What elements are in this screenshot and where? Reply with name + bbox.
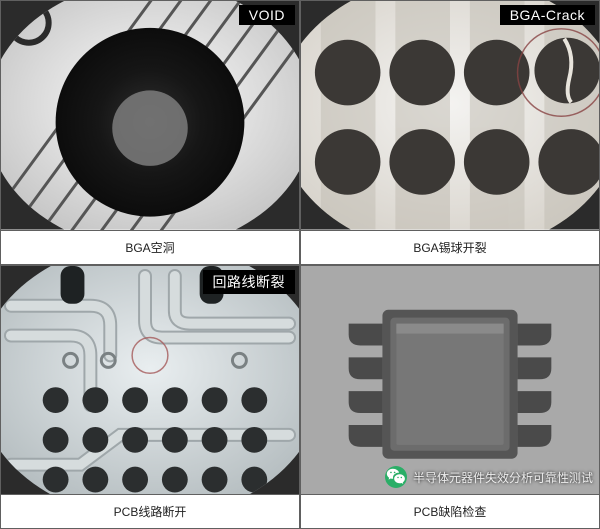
image-tag-pcb-break: 回路线断裂	[203, 270, 296, 294]
image-tag-bga-crack: BGA-Crack	[500, 5, 595, 25]
image-tag-void: VOID	[239, 5, 295, 25]
image-ic-package: 半导体元器件失效分析可靠性测试	[301, 266, 599, 495]
image-void: VOID	[1, 1, 299, 230]
image-pcb-break: 回路线断裂	[1, 266, 299, 495]
caption-bga-crack: BGA锡球开裂	[301, 230, 599, 264]
caption-pcb-break: PCB线路断开	[1, 494, 299, 528]
image-grid: VOID BGA空洞	[0, 0, 600, 529]
grid-cell-pcb-break: 回路线断裂 PCB线路断开	[0, 265, 300, 529]
grid-cell-ic-package: 半导体元器件失效分析可靠性测试 PCB缺陷检查	[300, 265, 600, 529]
image-bga-crack: BGA-Crack	[301, 1, 599, 230]
caption-void: BGA空洞	[1, 230, 299, 264]
grid-cell-bga-crack: BGA-Crack BGA锡球开裂	[300, 0, 600, 265]
caption-ic-package: PCB缺陷检查	[301, 494, 599, 528]
grid-cell-void: VOID BGA空洞	[0, 0, 300, 265]
